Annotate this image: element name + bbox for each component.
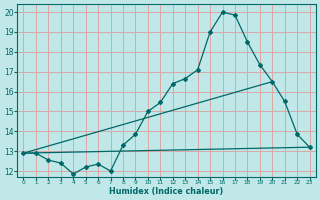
X-axis label: Humidex (Indice chaleur): Humidex (Indice chaleur)	[109, 187, 224, 196]
